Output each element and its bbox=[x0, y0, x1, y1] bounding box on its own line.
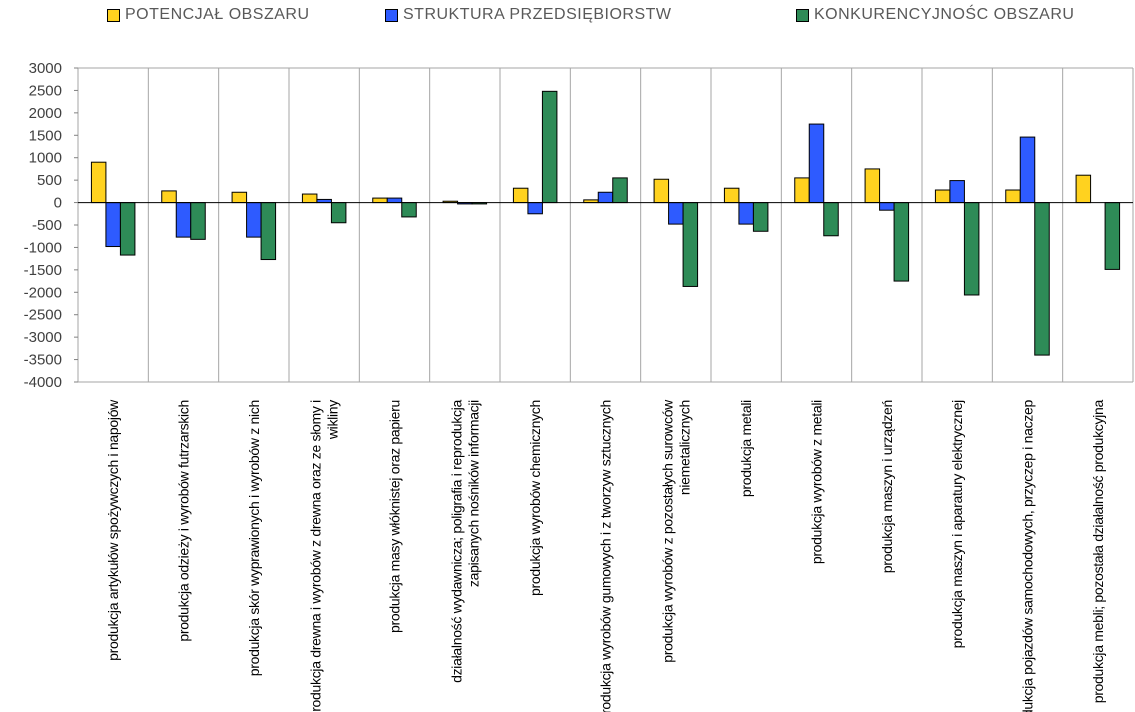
bar bbox=[231, 191, 248, 204]
bar bbox=[372, 197, 388, 204]
legend-swatch-konkurencyjnosc bbox=[796, 8, 809, 22]
x-tick-label: produkcja maszyn i urządzeń bbox=[879, 400, 895, 573]
bar bbox=[190, 202, 206, 240]
bar bbox=[175, 202, 192, 238]
y-tick-label: -2500 bbox=[24, 307, 62, 324]
y-tick-label: 2000 bbox=[29, 105, 62, 122]
bar bbox=[386, 197, 403, 204]
bar bbox=[105, 202, 121, 248]
legend-swatch-struktura bbox=[385, 8, 398, 22]
bar bbox=[934, 189, 951, 204]
bar bbox=[527, 202, 543, 215]
y-tick-label: 0 bbox=[54, 195, 62, 212]
x-tick-label: produkcja wyrobów chemicznych bbox=[527, 400, 543, 596]
x-tick-label: produkcja wyrobów z metali bbox=[809, 400, 825, 564]
y-tick-label: 2500 bbox=[29, 82, 62, 99]
x-tick-label: produkcja wyrobów z pozostałych surowców… bbox=[659, 399, 692, 663]
x-tick-label: produkcja artykułów spożywczych i napojó… bbox=[105, 399, 121, 661]
x-tick-label: produkcja metali bbox=[738, 400, 754, 497]
y-tick-label: 1500 bbox=[29, 127, 62, 144]
bar bbox=[723, 187, 740, 204]
bar bbox=[119, 202, 136, 256]
x-tick-label: produkcja drewna i wyrobów z drewna oraz… bbox=[308, 400, 341, 712]
y-tick-label: -3500 bbox=[24, 352, 62, 369]
bar bbox=[653, 178, 670, 204]
y-tick-label: -4000 bbox=[24, 374, 62, 391]
legend-item-potencjal: POTENCJAŁ OBSZARU bbox=[107, 6, 310, 24]
y-tick-label: -500 bbox=[32, 217, 62, 234]
bar bbox=[949, 180, 965, 204]
bar bbox=[1075, 174, 1092, 204]
bar bbox=[401, 202, 417, 218]
x-tick-label: produkcja mebli; pozostała działalność p… bbox=[1090, 399, 1106, 703]
bar bbox=[879, 202, 895, 211]
y-tick-label: -1500 bbox=[24, 262, 62, 279]
bar bbox=[246, 202, 262, 238]
bar bbox=[682, 202, 699, 287]
bar bbox=[1019, 136, 1036, 204]
bar bbox=[301, 193, 318, 204]
legend-item-struktura: STRUKTURA PRZEDSIĘBIORSTW bbox=[385, 6, 672, 24]
x-tick-label: produkcja wyrobów gumowych i z tworzyw s… bbox=[598, 400, 614, 712]
x-tick-label: działalność wydawnicza; poligrafia i rep… bbox=[448, 399, 481, 682]
bar bbox=[752, 202, 769, 232]
bar bbox=[597, 191, 614, 204]
bar bbox=[512, 187, 529, 204]
bar bbox=[541, 90, 558, 204]
bar bbox=[823, 202, 839, 237]
x-tick-label: produkcja masy włóknistej oraz papieru bbox=[387, 400, 403, 633]
y-tick-label: 500 bbox=[37, 172, 62, 189]
bar bbox=[1005, 189, 1021, 204]
legend-label-konkurencyjnosc: KONKURENCYJNOŚC OBSZARU bbox=[814, 6, 1075, 23]
legend: POTENCJAŁ OBSZARU STRUKTURA PRZEDSIĘBIOR… bbox=[0, 6, 1135, 32]
bar bbox=[668, 202, 684, 225]
bar bbox=[1034, 202, 1050, 356]
x-tick-label: produkcja maszyn i aparatury elektryczne… bbox=[949, 400, 965, 649]
legend-item-konkurencyjnosc: KONKURENCYJNOŚC OBSZARU bbox=[796, 6, 1074, 24]
bar bbox=[330, 202, 347, 224]
y-tick-label: 3000 bbox=[29, 60, 62, 77]
legend-label-potencjal: POTENCJAŁ OBSZARU bbox=[125, 6, 310, 23]
bar bbox=[893, 202, 910, 282]
bar bbox=[1104, 202, 1121, 270]
x-tick-label: produkcja odzieży i wyrobów futrzarskich bbox=[176, 400, 192, 642]
y-tick-label: 1000 bbox=[29, 150, 62, 167]
bar bbox=[90, 161, 107, 204]
legend-swatch-potencjal bbox=[107, 8, 120, 22]
y-tick-label: -3000 bbox=[24, 329, 62, 346]
x-tick-label: produkcja pojazdów samochodowych, przycz… bbox=[1020, 399, 1036, 712]
bar bbox=[794, 177, 810, 204]
bar bbox=[260, 202, 277, 261]
y-tick-label: -1000 bbox=[24, 239, 62, 256]
bar bbox=[612, 177, 628, 204]
x-tick-label: produkcja skór wyprawionych i wyrobów z … bbox=[246, 400, 262, 676]
bar bbox=[864, 168, 881, 204]
legend-label-struktura: STRUKTURA PRZEDSIĘBIORSTW bbox=[403, 6, 672, 23]
bar bbox=[808, 123, 825, 204]
bar bbox=[738, 202, 754, 225]
bar bbox=[161, 190, 177, 204]
y-tick-label: -2000 bbox=[24, 284, 62, 301]
bar bbox=[963, 202, 980, 296]
